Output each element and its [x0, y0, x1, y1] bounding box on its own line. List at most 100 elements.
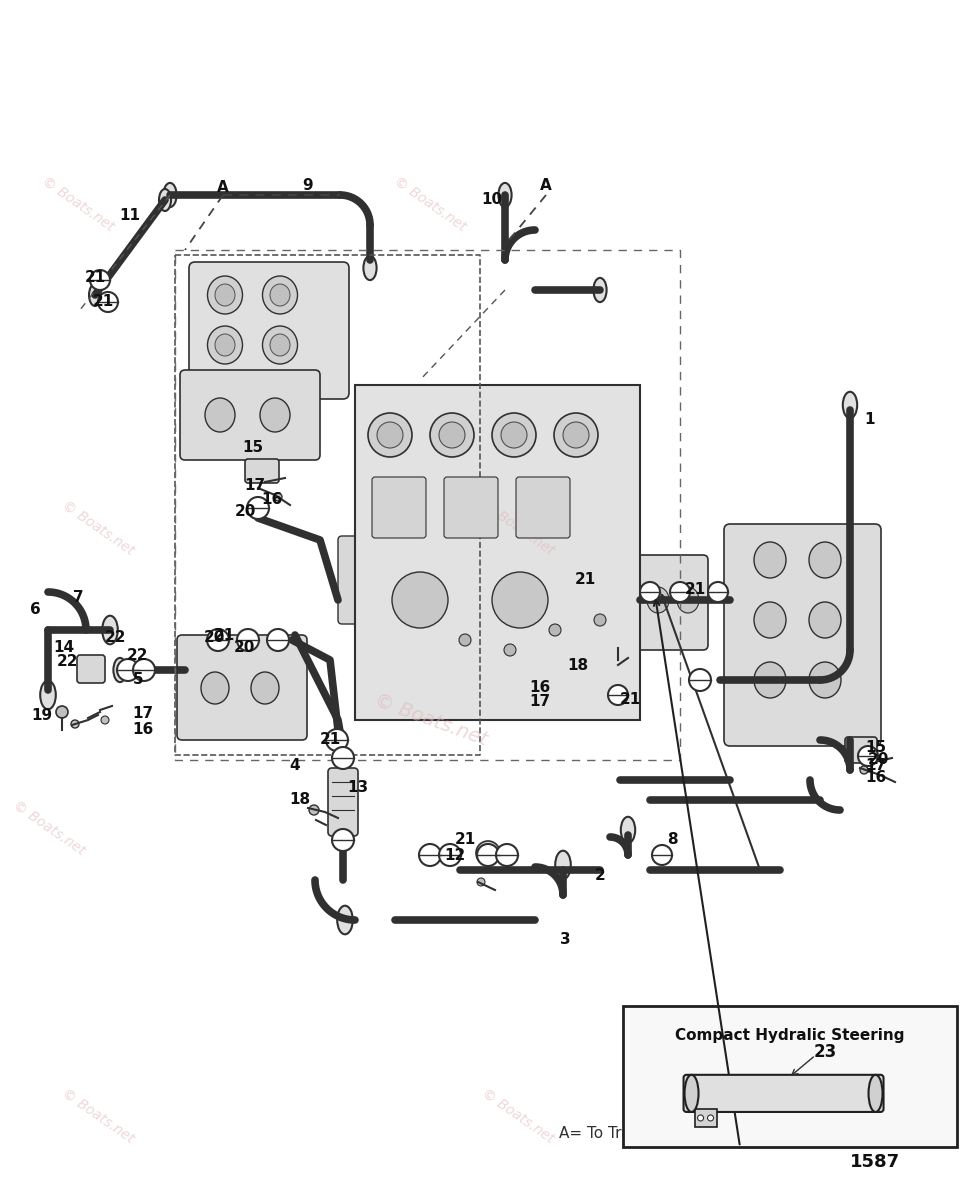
Text: 17: 17 [244, 479, 266, 493]
FancyBboxPatch shape [723, 524, 880, 746]
Text: 17: 17 [529, 695, 550, 709]
Text: 21: 21 [684, 582, 704, 598]
Circle shape [707, 582, 727, 602]
FancyBboxPatch shape [245, 458, 278, 482]
Circle shape [669, 582, 690, 602]
Circle shape [236, 629, 259, 650]
Circle shape [688, 670, 710, 691]
Text: © Boats.net: © Boats.net [371, 691, 488, 749]
Circle shape [117, 659, 139, 680]
FancyBboxPatch shape [327, 768, 358, 836]
Circle shape [439, 844, 460, 866]
Ellipse shape [215, 284, 234, 306]
Text: 23: 23 [813, 1043, 836, 1061]
Text: 14: 14 [54, 641, 74, 655]
Circle shape [458, 634, 471, 646]
Ellipse shape [676, 587, 699, 613]
Ellipse shape [262, 276, 297, 314]
Ellipse shape [40, 680, 56, 709]
Ellipse shape [102, 616, 117, 644]
Ellipse shape [215, 334, 234, 356]
FancyBboxPatch shape [622, 1006, 956, 1147]
Circle shape [706, 1115, 713, 1121]
Circle shape [101, 716, 108, 724]
Text: 11: 11 [119, 208, 141, 222]
FancyBboxPatch shape [844, 737, 876, 763]
Text: © Boats.net: © Boats.net [39, 174, 117, 234]
Text: 10: 10 [481, 192, 502, 208]
Circle shape [90, 270, 109, 290]
FancyBboxPatch shape [516, 476, 570, 538]
Ellipse shape [808, 602, 840, 638]
Text: 22: 22 [127, 648, 149, 664]
Text: 1: 1 [864, 413, 874, 427]
Ellipse shape [555, 851, 571, 880]
Circle shape [500, 422, 527, 448]
Text: 21: 21 [573, 572, 595, 588]
Text: 17: 17 [865, 757, 886, 773]
FancyBboxPatch shape [444, 476, 497, 538]
Text: 20: 20 [234, 504, 255, 520]
FancyBboxPatch shape [622, 554, 707, 650]
Circle shape [491, 572, 547, 628]
Text: 21: 21 [84, 270, 106, 286]
Ellipse shape [868, 1075, 881, 1112]
Text: 16: 16 [132, 722, 153, 738]
Text: 20: 20 [234, 641, 254, 655]
Text: 15: 15 [242, 440, 263, 456]
Text: 21: 21 [213, 628, 234, 642]
Ellipse shape [251, 672, 278, 704]
Ellipse shape [363, 256, 376, 280]
Circle shape [71, 720, 79, 728]
FancyBboxPatch shape [694, 1109, 716, 1127]
Text: © Boats.net: © Boats.net [59, 498, 137, 558]
Text: Compact Hydralic Steering: Compact Hydralic Steering [675, 1027, 904, 1043]
Text: 22: 22 [105, 630, 126, 646]
Ellipse shape [201, 672, 229, 704]
FancyBboxPatch shape [177, 635, 307, 740]
Ellipse shape [842, 391, 856, 419]
FancyBboxPatch shape [371, 476, 426, 538]
Text: 15: 15 [865, 740, 886, 756]
Circle shape [652, 845, 671, 865]
Text: 21: 21 [618, 692, 640, 708]
Text: A: A [217, 180, 229, 196]
Circle shape [207, 629, 229, 650]
Ellipse shape [260, 398, 290, 432]
Circle shape [553, 413, 597, 457]
Circle shape [331, 829, 354, 851]
Text: 16: 16 [865, 770, 886, 786]
Text: 7: 7 [72, 590, 83, 606]
Text: 5: 5 [133, 672, 144, 688]
FancyBboxPatch shape [683, 1075, 882, 1112]
Polygon shape [355, 385, 639, 720]
Text: 21: 21 [92, 294, 113, 310]
Circle shape [98, 292, 118, 312]
Ellipse shape [337, 906, 353, 935]
Circle shape [477, 844, 498, 866]
Text: 21: 21 [454, 833, 475, 847]
Ellipse shape [753, 602, 786, 638]
Circle shape [439, 422, 464, 448]
Text: A= To Transom: A= To Transom [559, 1127, 672, 1141]
Text: © Boats.net: © Boats.net [59, 1086, 137, 1146]
Text: © Boats.net: © Boats.net [479, 1086, 557, 1146]
Ellipse shape [620, 817, 634, 844]
Text: 18: 18 [289, 792, 311, 808]
Circle shape [697, 1115, 702, 1121]
FancyBboxPatch shape [189, 262, 349, 398]
Ellipse shape [616, 655, 626, 670]
Circle shape [548, 624, 561, 636]
Text: 13: 13 [347, 780, 368, 796]
Ellipse shape [207, 326, 242, 364]
Text: 6: 6 [29, 602, 40, 618]
Circle shape [491, 413, 535, 457]
Text: 20: 20 [867, 752, 888, 768]
Ellipse shape [270, 284, 290, 306]
FancyBboxPatch shape [77, 655, 105, 683]
Ellipse shape [89, 284, 101, 306]
Ellipse shape [808, 542, 840, 578]
Text: 18: 18 [567, 658, 588, 672]
Ellipse shape [753, 662, 786, 698]
Circle shape [56, 706, 68, 718]
